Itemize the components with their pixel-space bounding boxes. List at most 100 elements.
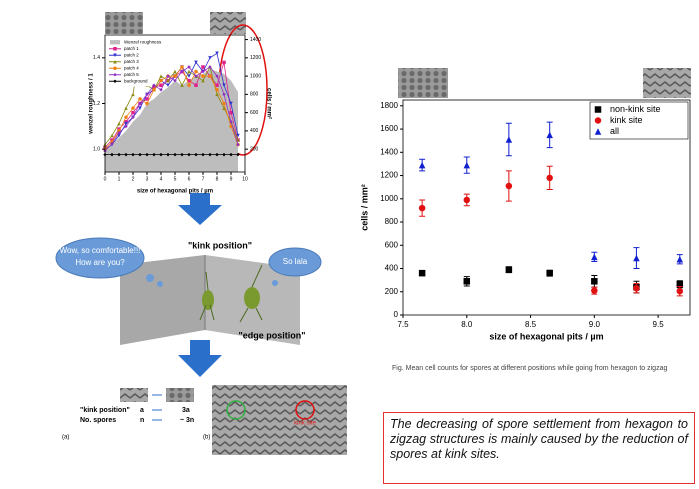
spore-tail: [199, 271, 215, 321]
marker: [145, 152, 149, 157]
marker: [187, 152, 191, 157]
marker: [166, 83, 170, 87]
marker: [229, 120, 233, 124]
line: [104, 66, 239, 152]
y-axis-label: wenzel roughness / 1: [89, 73, 95, 135]
marker: [208, 152, 212, 157]
table-cell: n: [140, 417, 144, 424]
marker: [124, 124, 128, 129]
marker: [201, 78, 205, 83]
marker: [546, 174, 553, 182]
marker: [166, 78, 170, 83]
marker: [110, 141, 114, 146]
table-cell: 3a: [182, 407, 190, 414]
marker: [124, 106, 128, 110]
table-cell: No. spores: [80, 417, 116, 424]
y-tick-label: 200: [385, 287, 399, 296]
y2-tick-label: 1000: [250, 73, 261, 79]
marker: [229, 110, 233, 115]
marker: [173, 152, 177, 157]
marker: [633, 254, 640, 262]
x-tick-label: 9: [230, 176, 233, 182]
marker: [187, 65, 191, 69]
legend-label: patch 1: [124, 46, 139, 51]
zigzag-image: [210, 12, 246, 34]
zigzag-image: [120, 388, 148, 402]
y2-axis-label: cells / mm²: [265, 88, 272, 119]
marker: [418, 269, 426, 277]
spore: [202, 290, 214, 310]
marker: [229, 101, 233, 106]
x-tick-label: 8.5: [525, 320, 537, 329]
marker: [138, 97, 142, 101]
x-tick-label: 1: [118, 176, 121, 182]
legend-label: patch 5: [124, 72, 139, 77]
marker: [222, 92, 226, 97]
marker: [113, 73, 117, 77]
marker: [152, 83, 156, 87]
y-tick-label: 800: [385, 217, 399, 226]
y-tick-label: 1.0: [93, 146, 100, 152]
marker: [152, 85, 156, 89]
marker: [117, 121, 121, 126]
marker: [215, 83, 219, 87]
x-tick-label: 5: [174, 176, 177, 182]
marker: [159, 78, 163, 83]
panel-label: (a): [62, 435, 69, 441]
marker: [110, 152, 114, 157]
marker: [594, 117, 602, 124]
y-tick-label: 400: [385, 264, 399, 273]
conclusion: The decreasing of spore settlement from …: [383, 412, 695, 484]
marker: [591, 253, 598, 261]
marker: [131, 115, 135, 119]
x-axis-label: size of hexagonal pits / µm: [137, 189, 213, 195]
marker: [591, 278, 598, 285]
x-axis-label: size of hexagonal pits / µm: [489, 331, 603, 341]
marker: [194, 74, 198, 78]
y-tick-label: 1800: [380, 101, 398, 110]
marker: [201, 74, 205, 78]
kink-site-label: kink site: [294, 421, 316, 427]
marker: [222, 83, 226, 87]
marker: [180, 83, 184, 87]
marker: [152, 88, 156, 92]
marker: [418, 161, 426, 169]
y-tick-label: 600: [385, 240, 399, 249]
marker: [201, 69, 205, 74]
x-tick-label: 7: [202, 176, 205, 182]
marker: [110, 133, 114, 138]
marker: [215, 74, 219, 78]
marker: [159, 88, 163, 92]
area: [105, 69, 238, 172]
x-tick-label: 9.5: [653, 320, 665, 329]
table-cell: ~ 3n: [180, 417, 194, 424]
marker: [229, 152, 233, 157]
marker: [117, 127, 121, 131]
kink-label: "kink position": [188, 240, 252, 250]
legend-label: patch 3: [124, 59, 139, 64]
marker: [159, 74, 163, 78]
marker: [173, 69, 177, 74]
x-tick-label: 0: [104, 176, 107, 182]
marker: [208, 65, 212, 69]
marker: [201, 65, 205, 69]
marker: [159, 83, 163, 87]
edge-label: "edge position": [238, 330, 305, 340]
marker: [633, 285, 640, 292]
y-tick-label: 1000: [380, 194, 398, 203]
marker: [236, 142, 240, 147]
marker: [131, 152, 135, 157]
marker: [113, 66, 117, 70]
thought-dot: [146, 274, 154, 282]
caption: Fig. Mean cell counts for spores at diff…: [392, 365, 668, 372]
marker: [117, 152, 121, 157]
hex-image: [398, 68, 448, 98]
y2-tick-label: 1200: [250, 55, 261, 61]
marker: [222, 106, 226, 110]
zigzag-image: [643, 68, 691, 98]
y-tick-label: 1200: [380, 171, 398, 180]
y-tick-label: 1.2: [93, 101, 100, 107]
marker: [546, 269, 553, 277]
marker: [187, 78, 191, 83]
